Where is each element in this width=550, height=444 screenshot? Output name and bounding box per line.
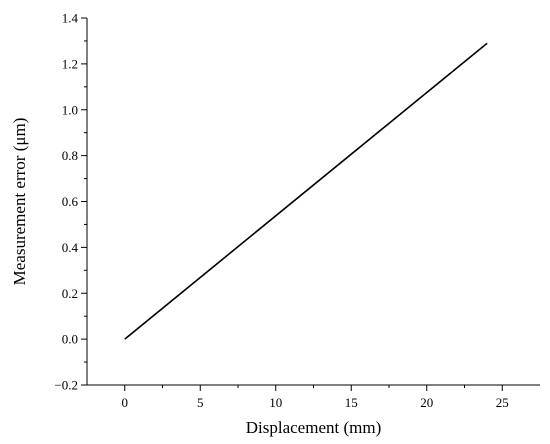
x-tick-label: 0 (122, 395, 129, 410)
x-axis-title: Displacement (mm) (246, 418, 382, 437)
x-axis-ticks: 0 5 10 15 20 25 (122, 385, 509, 410)
y-tick-label: −0.2 (54, 378, 78, 393)
x-tick-label: 10 (269, 395, 282, 410)
series-group (124, 42, 488, 340)
series-line (124, 42, 488, 340)
y-tick-label: 0.8 (62, 148, 78, 163)
y-axis-ticks: −0.2 0.0 0.2 0.4 0.6 0.8 1.0 1.2 1.4 (54, 11, 87, 393)
y-tick-label: 0.4 (62, 240, 79, 255)
y-tick-label: 1.0 (62, 102, 78, 117)
y-axis-title: Measurement error (μm) (10, 118, 29, 286)
x-tick-label: 25 (496, 395, 509, 410)
x-tick-label: 5 (197, 395, 204, 410)
x-tick-label: 20 (420, 395, 433, 410)
y-tick-label: 1.4 (62, 11, 79, 26)
x-tick-label: 15 (345, 395, 358, 410)
y-tick-label: 1.2 (62, 56, 78, 71)
y-tick-label: 0.6 (62, 194, 79, 209)
y-tick-label: 0.2 (62, 286, 78, 301)
axis-frame (86, 18, 540, 386)
y-tick-label: 0.0 (62, 332, 78, 347)
